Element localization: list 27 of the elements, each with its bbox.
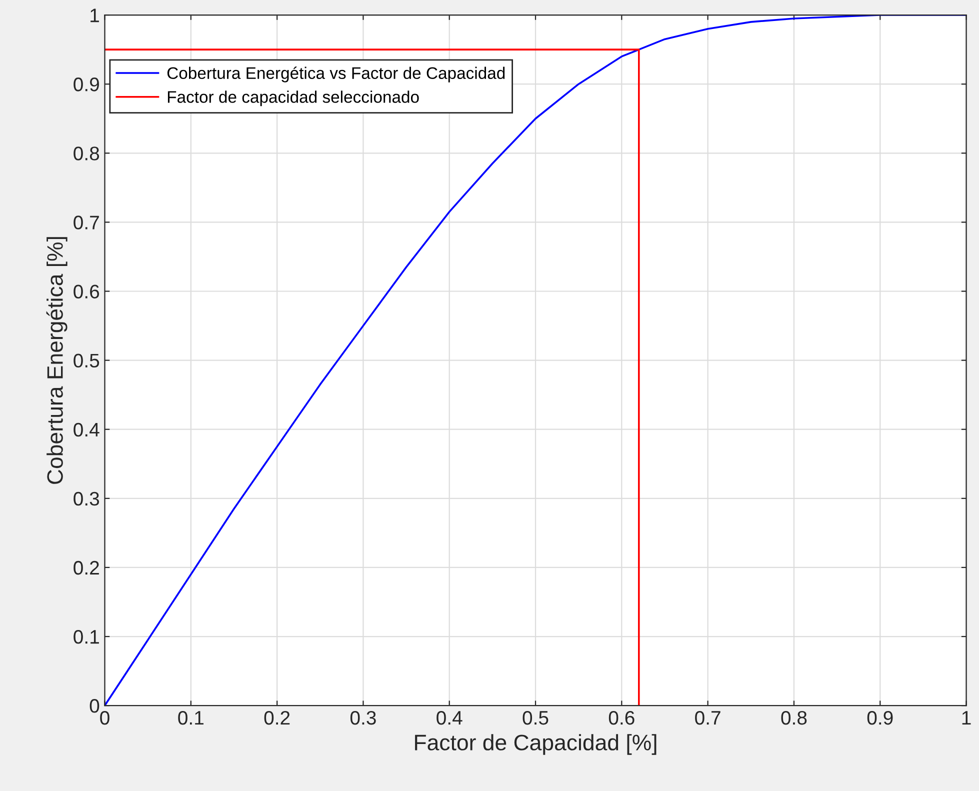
x-tick-label: 0.4 (436, 710, 462, 725)
y-tick-label: 0.7 (74, 216, 99, 230)
x-tick-label: 0.8 (781, 710, 807, 725)
line-series (104, 15, 966, 706)
x-tick-label: 0.2 (264, 710, 290, 725)
y-axis-title: Cobertura Energética [%] (46, 237, 68, 484)
x-tick-label: 0.6 (608, 710, 634, 725)
y-tick-label: 0.8 (74, 146, 100, 160)
y-tick-label: 0.9 (74, 78, 99, 92)
x-tick-label: 0.1 (178, 710, 204, 725)
x-tick-label: 0.3 (350, 710, 376, 725)
y-tick-label: 0.2 (74, 560, 99, 575)
legend-label: Factor de capacidad seleccionado (168, 90, 419, 106)
x-tick-label: 0.9 (867, 710, 893, 725)
x-axis-title: Factor de Capacidad [%] (415, 734, 656, 755)
legend-label: Cobertura Energética vs Factor de Capacidad (167, 66, 505, 82)
y-tick-label: 0.1 (74, 630, 99, 644)
x-tick-label: 1 (962, 711, 971, 725)
y-tick-label: 0.6 (74, 284, 100, 298)
y-tick-label: 0.3 (74, 492, 100, 506)
y-tick-label: 0.4 (74, 422, 100, 437)
y-tick-label: 0 (90, 699, 100, 713)
y-tick-label: 0.5 (74, 354, 100, 368)
x-tick-label: 0.5 (522, 710, 548, 725)
x-tick-label: 0.7 (695, 710, 720, 725)
y-tick-label: 1 (90, 8, 99, 22)
x-tick-label: 0 (100, 710, 110, 725)
